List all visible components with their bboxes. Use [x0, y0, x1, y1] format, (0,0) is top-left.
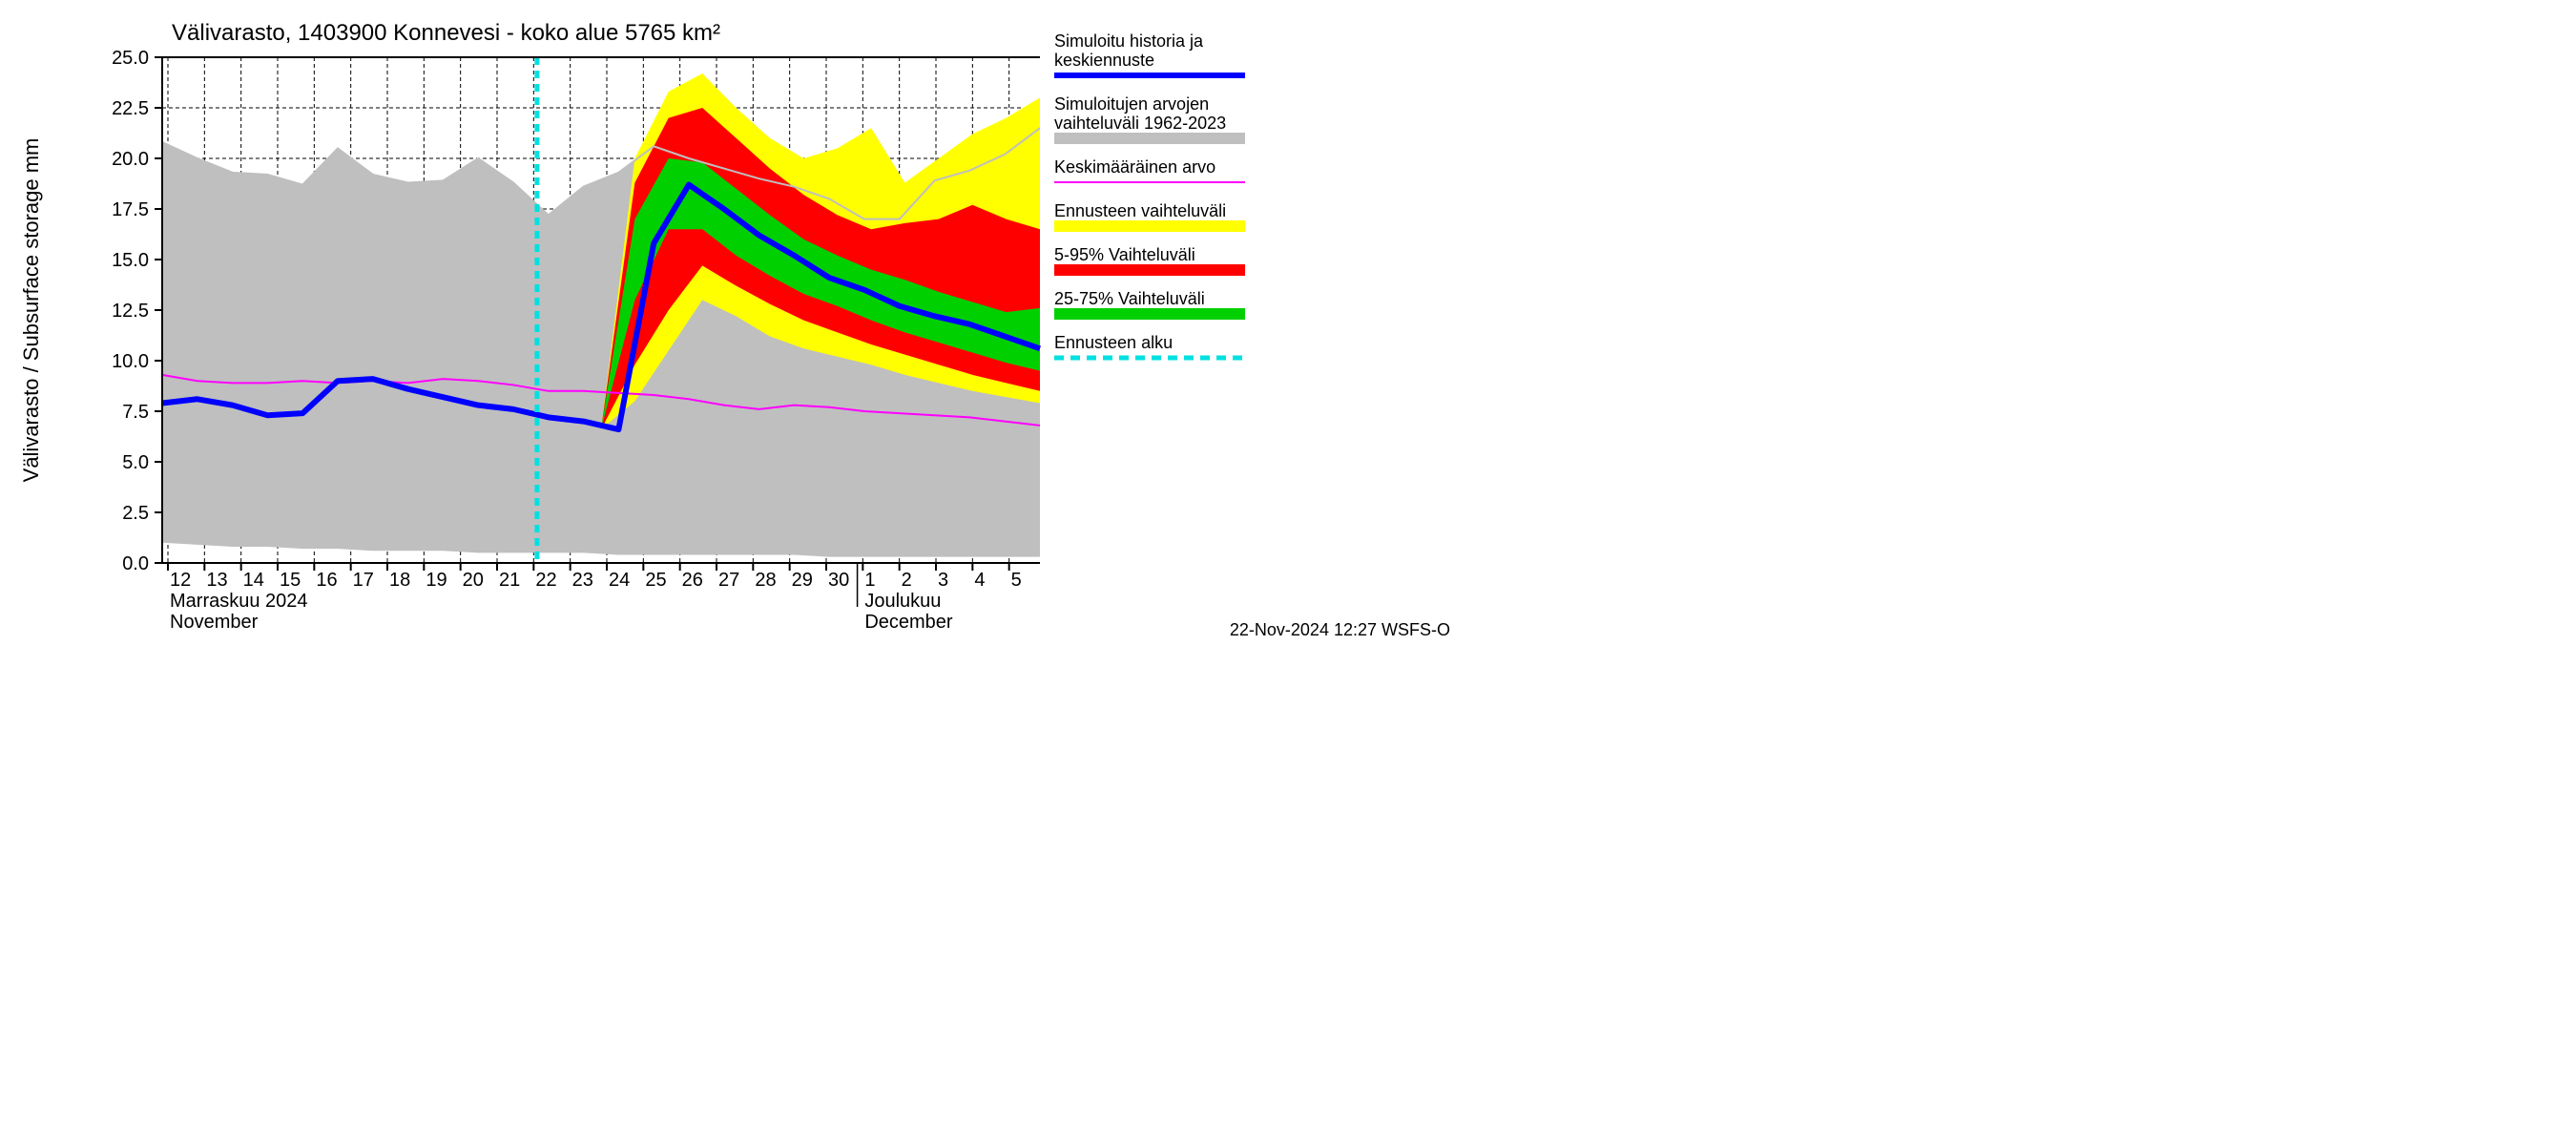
y-axis-title: Välivarasto / Subsurface storage mm — [19, 138, 43, 483]
legend-label: 25-75% Vaihteluväli — [1054, 289, 1205, 308]
x-tick-label: 2 — [902, 570, 912, 591]
x-tick-label: 25 — [645, 570, 666, 591]
legend-label: Keskimääräinen arvo — [1054, 157, 1215, 177]
legend-entry: Simuloitujen arvojenvaihteluväli 1962-20… — [1054, 94, 1245, 144]
chart-container: 0.0 2.5 5.0 7.5 10.0 12.5 15.0 17.5 20.0 22.5 25.0… — [0, 0, 1469, 653]
y-tick-label: 25.0 — [112, 48, 149, 69]
x-tick-label: 28 — [755, 570, 776, 591]
legend-entry: 25-75% Vaihteluväli — [1054, 289, 1245, 320]
legend-label: vaihteluväli 1962-2023 — [1054, 114, 1226, 133]
x-tick-label: 15 — [280, 570, 301, 591]
legend: Simuloitu historia jakeskiennusteSimuloi… — [1054, 31, 1245, 358]
x-tick-label: 29 — [792, 570, 813, 591]
legend-label: keskiennuste — [1054, 51, 1154, 70]
legend-swatch-area — [1054, 308, 1245, 320]
x-tick-label: 1 — [864, 570, 875, 591]
month-label-en: November — [170, 612, 259, 633]
x-tick-label: 18 — [389, 570, 410, 591]
x-tick-label: 3 — [938, 570, 948, 591]
y-tick-label: 5.0 — [122, 452, 149, 473]
x-tick-label: 23 — [572, 570, 593, 591]
y-tick-label: 15.0 — [112, 250, 149, 271]
x-tick-label: 16 — [316, 570, 337, 591]
x-tick-label: 5 — [1011, 570, 1022, 591]
legend-swatch-area — [1054, 220, 1245, 232]
y-tick-label: 10.0 — [112, 351, 149, 372]
forecast-chart: 0.0 2.5 5.0 7.5 10.0 12.5 15.0 17.5 20.0 22.5 25.0… — [0, 0, 1469, 653]
x-tick-label: 14 — [243, 570, 264, 591]
x-tick-label: 30 — [828, 570, 849, 591]
y-tick-label: 22.5 — [112, 98, 149, 119]
x-tick-label: 27 — [718, 570, 739, 591]
legend-label: Ennusteen vaihteluväli — [1054, 201, 1226, 220]
x-tick-label: 4 — [974, 570, 985, 591]
month-label-fi: Joulukuu — [864, 591, 941, 612]
month-label-en: December — [864, 612, 953, 633]
y-tick-label: 7.5 — [122, 402, 149, 423]
y-tick-label: 17.5 — [112, 199, 149, 220]
legend-swatch-area — [1054, 133, 1245, 144]
legend-entry: Ennusteen alku — [1054, 333, 1245, 358]
legend-label: 5-95% Vaihteluväli — [1054, 245, 1195, 264]
y-tick-label: 20.0 — [112, 149, 149, 170]
x-tick-label: 17 — [353, 570, 374, 591]
legend-entry: 5-95% Vaihteluväli — [1054, 245, 1245, 276]
legend-label: Simuloitujen arvojen — [1054, 94, 1209, 114]
legend-entry: Keskimääräinen arvo — [1054, 157, 1245, 182]
x-tick-label: 20 — [463, 570, 484, 591]
y-tick-label: 2.5 — [122, 503, 149, 524]
x-tick-label: 19 — [426, 570, 447, 591]
x-tick-label: 12 — [170, 570, 191, 591]
x-tick-label: 22 — [535, 570, 556, 591]
y-tick-label: 0.0 — [122, 553, 149, 574]
legend-label: Ennusteen alku — [1054, 333, 1173, 352]
x-tick-label: 13 — [206, 570, 227, 591]
legend-entry: Ennusteen vaihteluväli — [1054, 201, 1245, 232]
legend-swatch-area — [1054, 264, 1245, 276]
footer-timestamp: 22-Nov-2024 12:27 WSFS-O — [1230, 620, 1450, 639]
x-tick-label: 21 — [499, 570, 520, 591]
x-tick-label: 24 — [609, 570, 630, 591]
month-label-fi: Marraskuu 2024 — [170, 591, 308, 612]
chart-title: Välivarasto, 1403900 Konnevesi - koko al… — [172, 20, 720, 46]
legend-label: Simuloitu historia ja — [1054, 31, 1204, 51]
y-tick-label: 12.5 — [112, 301, 149, 322]
x-tick-label: 26 — [682, 570, 703, 591]
legend-entry: Simuloitu historia jakeskiennuste — [1054, 31, 1245, 75]
